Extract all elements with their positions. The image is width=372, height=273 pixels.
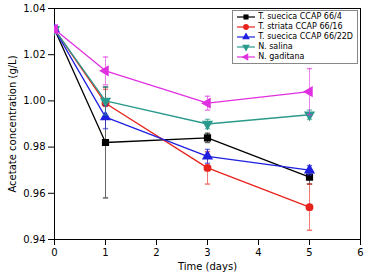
html-text:T. suecica CCAP 66/22D: T. suecica CCAP 66/22D xyxy=(258,32,353,41)
svg-text:Acetate concentration (g/L): Acetate concentration (g/L) xyxy=(7,55,18,192)
html-text:N. gaditana: N. gaditana xyxy=(258,52,305,61)
html-text:T. suecica CCAP 66/4: T. suecica CCAP 66/4 xyxy=(258,12,342,21)
svg-text:5: 5 xyxy=(306,247,312,258)
svg-text:0.94: 0.94 xyxy=(23,234,45,245)
svg-text:3: 3 xyxy=(204,247,210,258)
svg-text:1.04: 1.04 xyxy=(23,3,45,14)
svg-text:6: 6 xyxy=(357,247,363,258)
svg-text:1: 1 xyxy=(102,247,108,258)
html-text:N. salina: N. salina xyxy=(258,42,293,51)
svg-text:Time (days): Time (days) xyxy=(177,261,237,272)
svg-text:4: 4 xyxy=(255,247,261,258)
svg-text:0.96: 0.96 xyxy=(23,188,45,199)
svg-text:0.98: 0.98 xyxy=(23,141,45,152)
svg-text:2: 2 xyxy=(153,247,159,258)
html-text:T. striata CCAP 66/16: T. striata CCAP 66/16 xyxy=(258,22,343,31)
svg-text:1.02: 1.02 xyxy=(23,49,45,60)
svg-text:1.00: 1.00 xyxy=(23,95,45,106)
svg-text:0: 0 xyxy=(51,247,57,258)
